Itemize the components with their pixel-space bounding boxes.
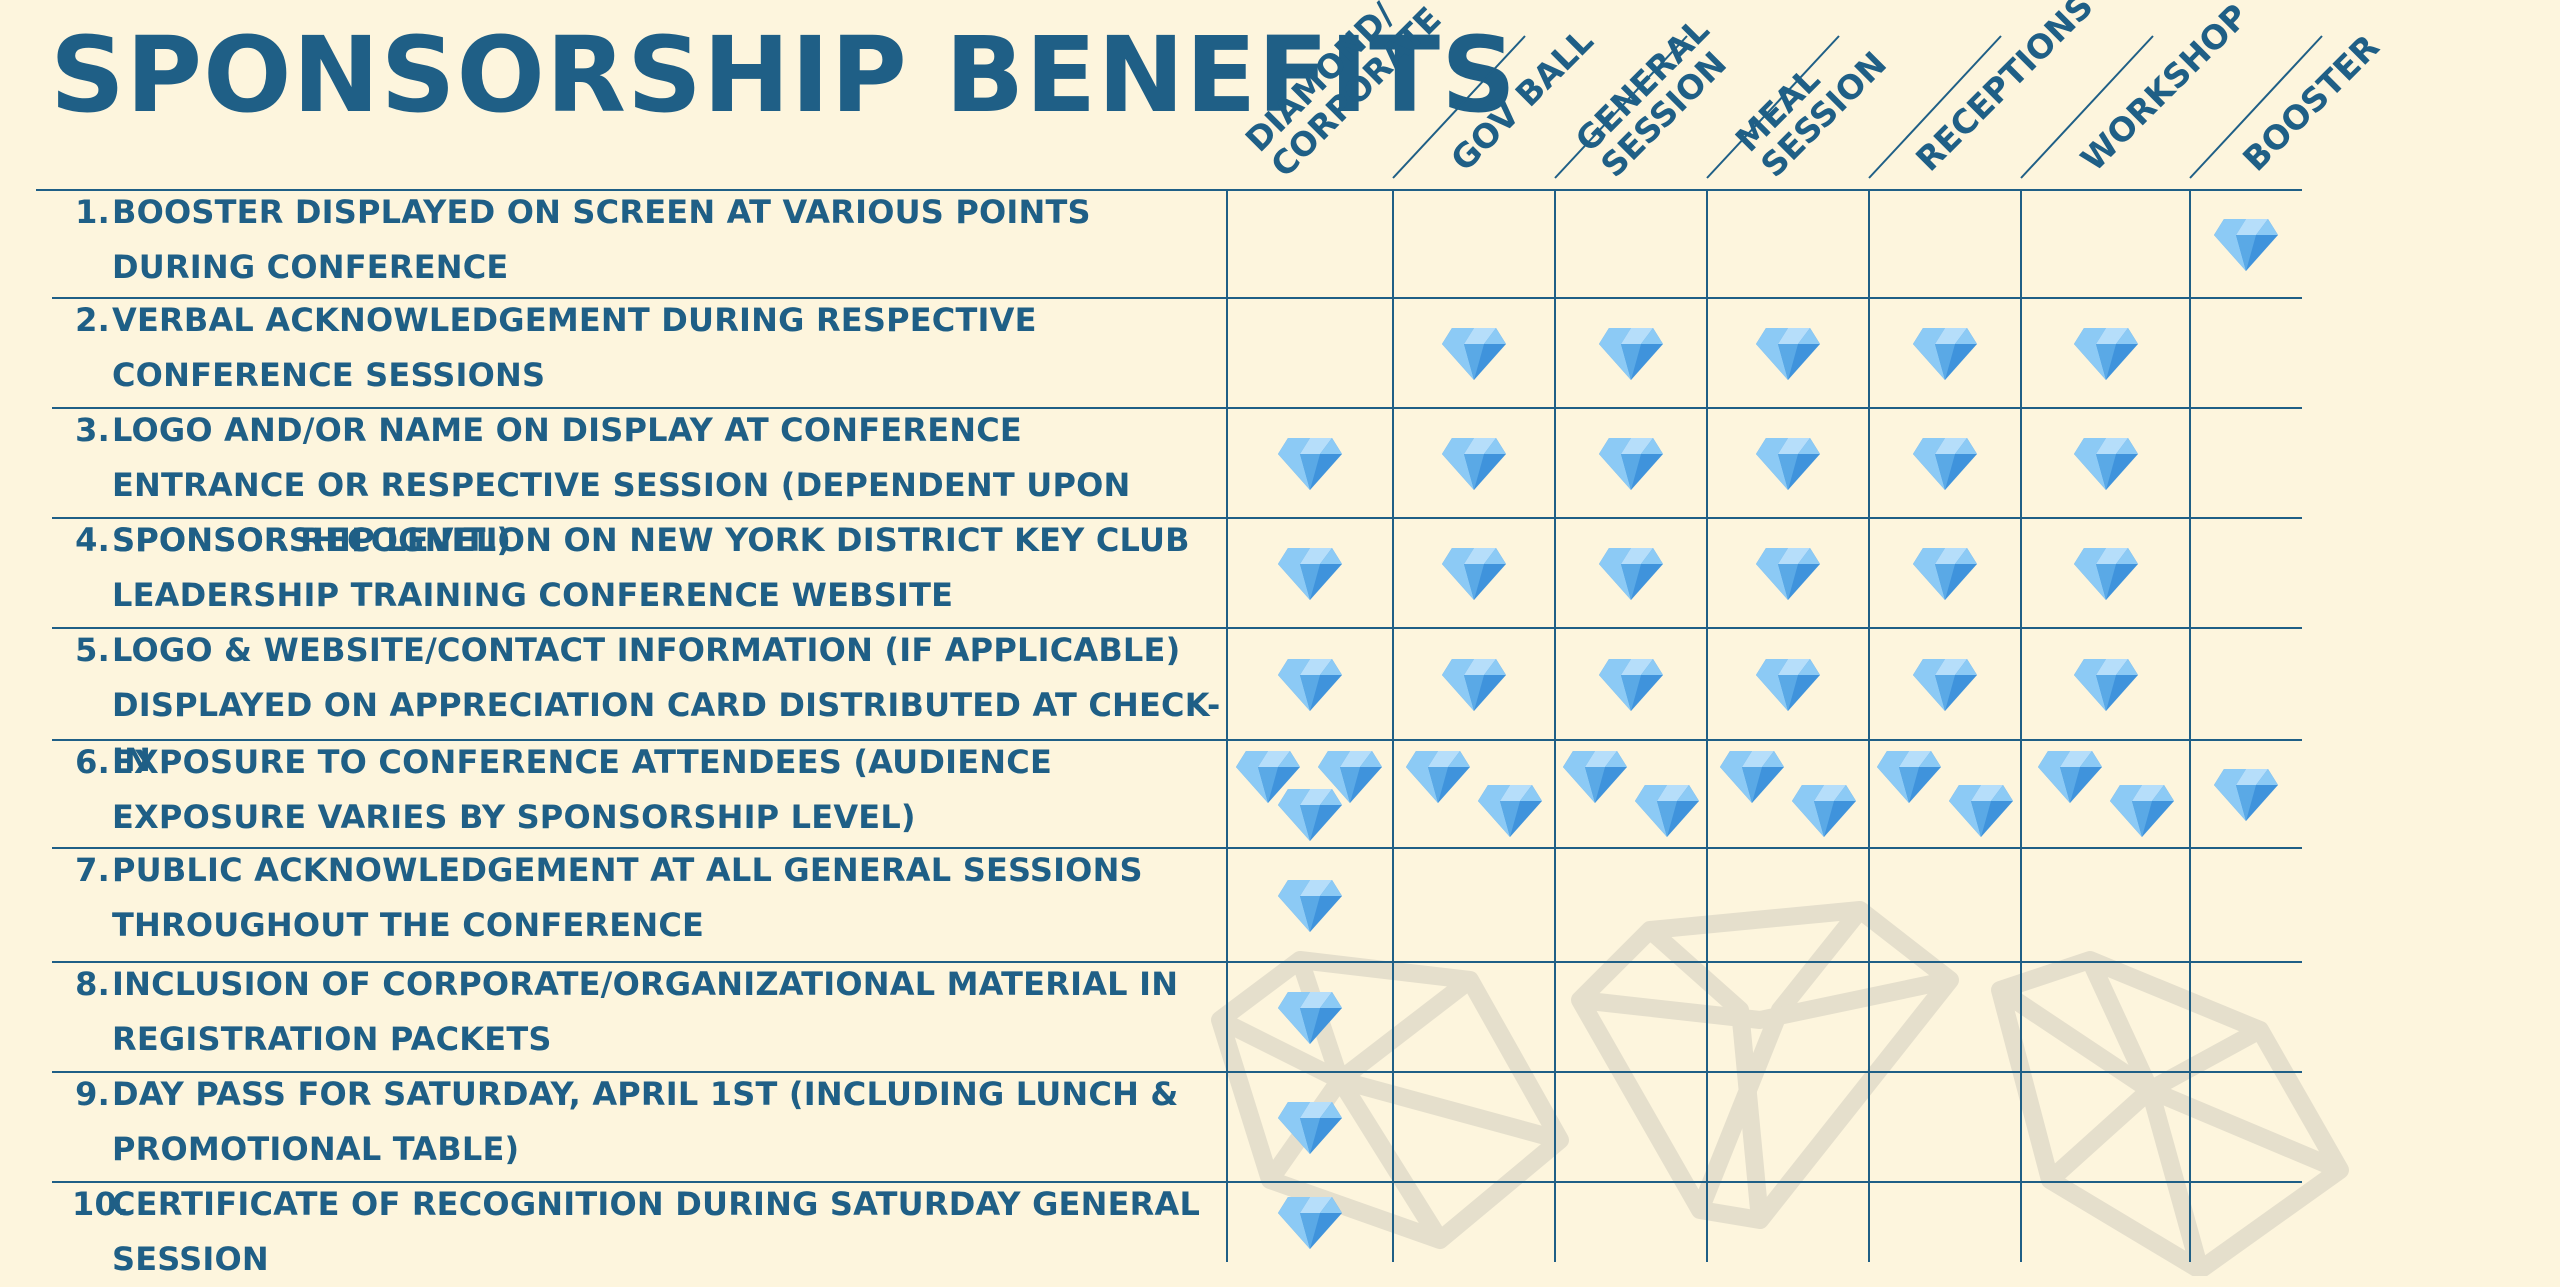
benefit-row: 6. EXPOSURE TO CONFERENCE ATTENDEES (AUDI… (72, 735, 1222, 845)
benefit-row: 9. DAY PASS FOR SATURDAY, APRIL 1ST (INCL… (72, 1067, 1222, 1177)
benefit-number: 3. (75, 411, 110, 449)
gem-icon (1278, 657, 1342, 711)
gem-icon (1949, 783, 2013, 837)
gem-icon (1913, 657, 1977, 711)
benefit-text: BOOSTER DISPLAYED ON SCREEN AT VARIOUS P… (112, 193, 1091, 286)
benefit-row: 10. CERTIFICATE OF RECOGNITION DURING SAT… (72, 1177, 1222, 1287)
gem-icon (2214, 767, 2278, 821)
page-title: SPONSORSHIP BENEFITS (50, 14, 1518, 136)
gem-icon (2109, 783, 2174, 837)
benefit-text: SPONSOR RECOGNITION ON NEW YORK DISTRICT… (112, 521, 1190, 614)
gem-icon (1278, 1195, 1342, 1249)
gem-icon (1913, 326, 1977, 380)
benefit-text: VERBAL ACKNOWLEDGEMENT DURING RESPECTIVE… (112, 301, 1037, 394)
gem-icon (2214, 217, 2278, 271)
gem-icon (1442, 326, 1506, 380)
gem-icon (1278, 878, 1342, 932)
gem-icon (1913, 436, 1977, 490)
gem-icon (1599, 546, 1663, 600)
benefit-text: PUBLIC ACKNOWLEDGEMENT AT ALL GENERAL SE… (112, 851, 1143, 944)
gem-icon (1278, 990, 1342, 1044)
benefit-number: 9. (75, 1075, 110, 1113)
gem-icon (1406, 749, 1470, 803)
benefit-row: 1. BOOSTER DISPLAYED ON SCREEN AT VARIOUS… (72, 185, 1222, 295)
gem-icon (1278, 546, 1342, 600)
header-slash (1554, 35, 1688, 179)
gem-icon (1756, 326, 1820, 380)
benefit-row: 2. VERBAL ACKNOWLEDGEMENT DURING RESPECTI… (72, 293, 1222, 403)
gem-icon (1442, 546, 1506, 600)
header-slash (1706, 35, 1840, 179)
header-slash (2020, 35, 2154, 179)
header-slash (1392, 35, 1526, 179)
gem-icon (1278, 1100, 1342, 1154)
benefit-row: 5. LOGO & WEBSITE/CONTACT INFORMATION (I… (72, 623, 1222, 788)
benefit-number: 1. (75, 193, 110, 231)
gem-icon (2073, 326, 2138, 380)
gem-icon (1792, 783, 1856, 837)
benefit-text: CERTIFICATE OF RECOGNITION DURING SATURD… (112, 1185, 1201, 1278)
gem-icon (1318, 749, 1382, 803)
benefit-text: EXPOSURE TO CONFERENCE ATTENDEES (AUDIEN… (112, 743, 1053, 836)
gem-icon (1278, 787, 1342, 841)
header-slash (1868, 35, 2002, 179)
benefit-number: 10. (72, 1185, 130, 1223)
benefit-number: 6. (75, 743, 110, 781)
benefit-number: 5. (75, 631, 110, 669)
gem-icon (1442, 436, 1506, 490)
benefit-row: 4. SPONSOR RECOGNITION ON NEW YORK DISTRI… (72, 513, 1222, 623)
benefit-row: 3. LOGO AND/OR NAME ON DISPLAY AT CONFERE… (72, 403, 1222, 568)
gem-icon (2073, 546, 2138, 600)
benefit-number: 7. (75, 851, 110, 889)
benefit-text: LOGO AND/OR NAME ON DISPLAY AT CONFERENC… (112, 411, 1131, 559)
gem-icon (1478, 783, 1542, 837)
gem-icon (2037, 749, 2102, 803)
gem-icon (1563, 749, 1627, 803)
benefit-number: 2. (75, 301, 110, 339)
gem-icon (1442, 657, 1506, 711)
benefit-number: 8. (75, 965, 110, 1003)
benefit-text: DAY PASS FOR SATURDAY, APRIL 1ST (INCLUD… (112, 1075, 1179, 1168)
gem-icon (1756, 436, 1820, 490)
benefit-row: 8. INCLUSION OF CORPORATE/ORGANIZATIONAL … (72, 957, 1222, 1067)
gem-icon (1236, 749, 1300, 803)
gem-icon (1599, 326, 1663, 380)
gem-icon (1599, 657, 1663, 711)
gem-icon (1720, 749, 1784, 803)
gem-icon (2073, 657, 2138, 711)
benefit-number: 4. (75, 521, 110, 559)
benefit-text: LOGO & WEBSITE/CONTACT INFORMATION (IF A… (112, 631, 1221, 779)
gem-icon (1635, 783, 1699, 837)
benefit-text: INCLUSION OF CORPORATE/ORGANIZATIONAL MA… (112, 965, 1179, 1058)
gem-icon (1913, 546, 1977, 600)
gem-icon (1756, 546, 1820, 600)
gem-icon (2073, 436, 2138, 490)
header-slash (2189, 35, 2323, 179)
gem-icon (1278, 436, 1342, 490)
benefit-row: 7. PUBLIC ACKNOWLEDGEMENT AT ALL GENERAL … (72, 843, 1222, 953)
gem-icon (1877, 749, 1941, 803)
gem-icon (1756, 657, 1820, 711)
gem-icon (1599, 436, 1663, 490)
